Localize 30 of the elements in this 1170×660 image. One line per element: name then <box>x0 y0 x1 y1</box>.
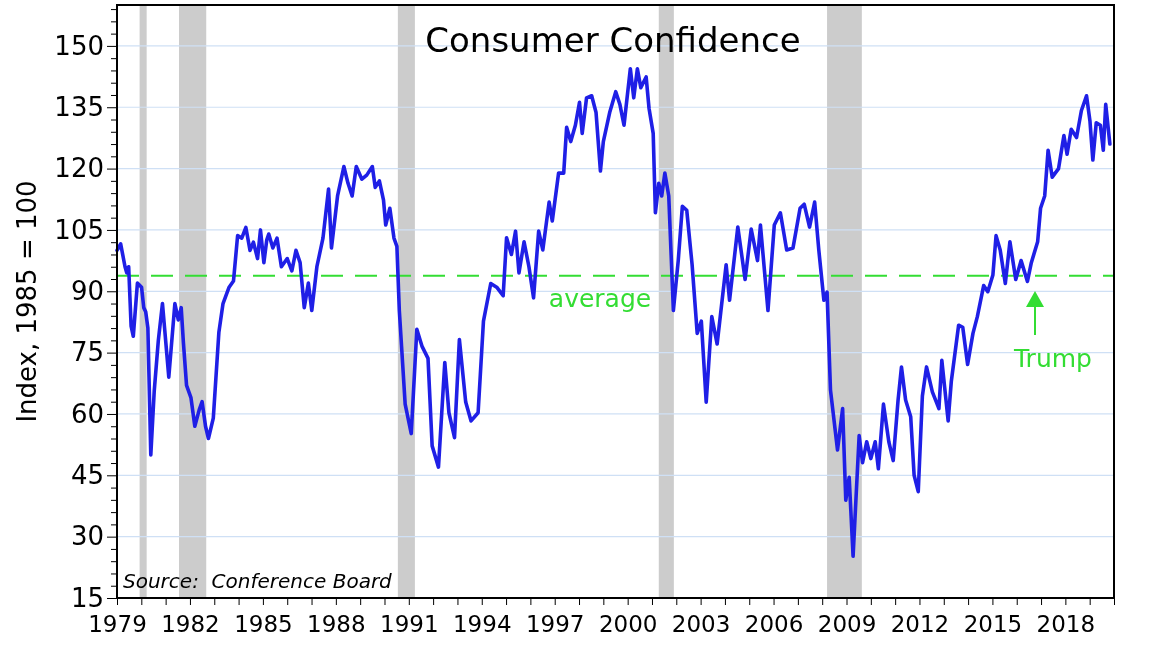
x-tick-label: 1982 <box>161 611 220 638</box>
y-tick-label: 60 <box>70 398 104 429</box>
annotation: Source: Conference Board <box>123 569 393 593</box>
x-tick-label: 2006 <box>744 611 804 638</box>
annotation: Trump <box>1013 344 1092 373</box>
y-tick-label: 90 <box>70 276 104 307</box>
y-tick-label: 75 <box>70 337 104 368</box>
y-tick-label: 135 <box>54 92 104 123</box>
x-tick-label: 1997 <box>525 611 585 638</box>
x-tick-label: 1979 <box>88 611 147 638</box>
y-tick-label: 120 <box>54 153 104 184</box>
x-tick-label: 2003 <box>671 611 731 638</box>
x-tick-label: 2012 <box>890 611 950 638</box>
y-tick-label: 15 <box>70 582 104 613</box>
x-tick-label: 2000 <box>598 611 658 638</box>
y-tick-label: 30 <box>70 521 104 552</box>
x-tick-label: 2009 <box>817 611 877 638</box>
x-tick-label: 1994 <box>452 611 512 638</box>
x-tick-label: 1988 <box>307 611 366 638</box>
text: Consumer Confidence <box>425 20 801 60</box>
x-tick-label: 2015 <box>963 611 1023 638</box>
y-tick-label: 105 <box>54 214 104 245</box>
x-tick-label: 1985 <box>234 611 293 638</box>
y-tick-label: 45 <box>70 460 104 491</box>
ref-line-label: average <box>548 283 652 313</box>
x-tick-label: 2018 <box>1036 611 1096 638</box>
y-tick-label: 150 <box>54 30 104 61</box>
y-axis-title: Index, 1985 = 100 <box>12 180 42 423</box>
x-tick-label: 1991 <box>380 611 439 638</box>
line-series <box>115 67 1112 559</box>
